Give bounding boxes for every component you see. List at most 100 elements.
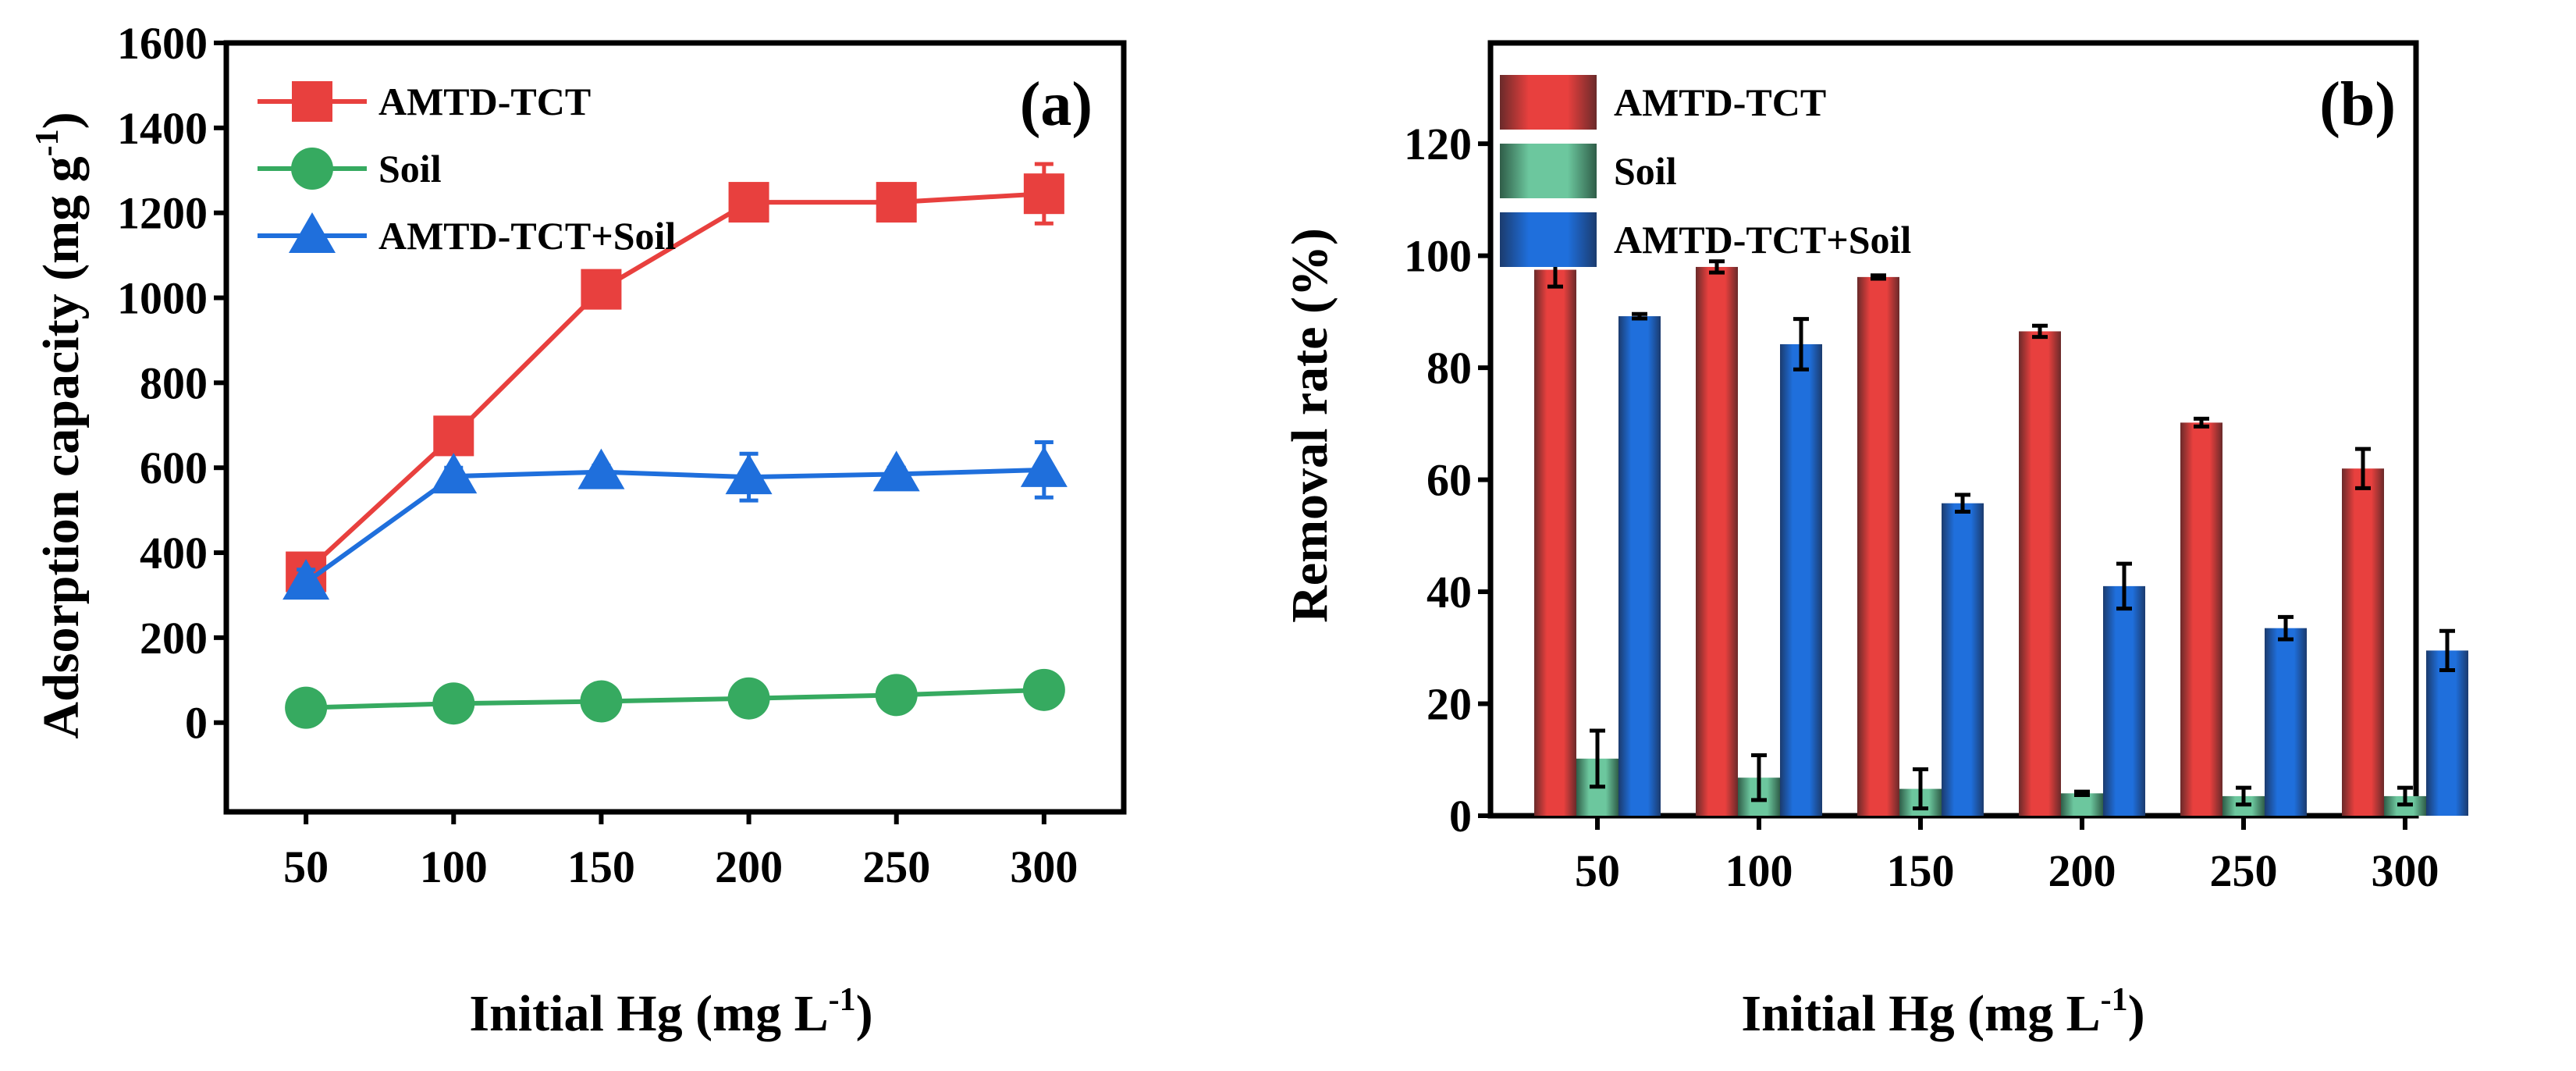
legend-label: AMTD-TCT+Soil	[378, 214, 676, 258]
x-tick-label: 250	[862, 842, 930, 892]
y-tick-label: 1200	[117, 188, 208, 239]
x-tick-label: 150	[1887, 845, 1955, 896]
series-line-0	[304, 191, 1045, 574]
data-point	[1022, 668, 1065, 711]
legend-marker	[289, 212, 336, 253]
panel-a-line-chart: (a) Initial Hg (mg L-1) Adsorption capac…	[30, 18, 1127, 1042]
data-point	[282, 559, 330, 600]
y-tick-label: 120	[1404, 119, 1472, 169]
panel-b-x-axis-title: Initial Hg (mg L-1)	[1741, 982, 2144, 1042]
error-bar	[1955, 493, 1970, 514]
series-line-2	[304, 467, 1044, 585]
legend-label: Soil	[378, 147, 442, 190]
y-tick-label: 80	[1427, 343, 1472, 393]
bar-2	[2426, 650, 2468, 816]
series-line-1	[306, 687, 1044, 710]
bar-0	[1696, 266, 1738, 816]
error-bar	[1751, 753, 1767, 802]
bar-0	[2180, 422, 2222, 816]
bar-0	[1857, 276, 1899, 816]
y-tick-label: 0	[1449, 791, 1472, 842]
x-tick-label: 200	[2048, 845, 2116, 896]
error-bar	[1632, 311, 1647, 321]
error-bar	[1913, 767, 1928, 811]
data-point	[725, 454, 773, 495]
legend: AMTD-TCT Soil AMTD-TCT+Soil	[1500, 75, 1911, 267]
legend-swatch	[1500, 75, 1597, 130]
error-bar	[1793, 317, 1809, 372]
data-point	[577, 448, 625, 489]
data-point	[433, 415, 474, 457]
data-point	[580, 680, 623, 723]
error-bar	[2074, 789, 2090, 797]
panel-b-bar-chart: (b) Initial Hg (mg L-1) Removal rate (%)…	[1281, 40, 2468, 1042]
bar-2	[1942, 503, 1984, 816]
bar-0	[2342, 468, 2384, 816]
bar-2	[1618, 316, 1661, 817]
data-point	[430, 453, 478, 494]
bar-2	[2265, 628, 2307, 816]
legend-swatch	[1500, 144, 1597, 198]
panel-a-label: (a)	[1020, 70, 1093, 139]
error-bar	[2194, 416, 2209, 429]
error-bar	[2116, 561, 2132, 611]
x-tick-label: 100	[420, 842, 488, 892]
y-tick-label: 1600	[117, 18, 208, 69]
legend-swatch	[1500, 212, 1597, 267]
y-tick-label: 40	[1427, 567, 1472, 617]
x-tick-label: 150	[567, 842, 635, 892]
error-bar	[2032, 323, 2048, 340]
x-tick-label: 300	[1010, 842, 1078, 892]
error-bar	[2355, 447, 2371, 490]
data-point	[727, 677, 770, 720]
panel-a-x-axis-title: Initial Hg (mg L-1)	[469, 982, 872, 1042]
bar-0	[1534, 269, 1576, 817]
data-point	[1020, 446, 1068, 487]
y-tick-label: 0	[185, 698, 208, 749]
y-tick-label: 1000	[117, 273, 208, 324]
y-tick-label: 200	[140, 613, 208, 664]
error-bar	[1871, 273, 1886, 281]
legend-label: AMTD-TCT+Soil	[1614, 218, 1911, 262]
error-bar	[2278, 614, 2294, 642]
plot-frame	[223, 40, 1127, 815]
legend-label: AMTD-TCT	[1614, 80, 1826, 124]
bar-2	[2103, 585, 2145, 816]
panel-b-y-axis-title: Removal rate (%)	[1281, 228, 1338, 623]
x-tick-label: 50	[1575, 845, 1620, 896]
bar-0	[2019, 331, 2061, 816]
panel-a-y-axis-title: Adsorption capacity (mg g-1)	[30, 112, 90, 738]
data-point	[285, 686, 328, 729]
legend-marker	[292, 81, 332, 122]
legend-marker	[291, 148, 333, 190]
y-tick-label: 600	[140, 443, 208, 493]
x-tick-label: 200	[715, 842, 783, 892]
data-point	[875, 674, 918, 717]
data-point	[581, 269, 622, 310]
x-tick-label: 100	[1725, 845, 1793, 896]
data-point	[876, 182, 917, 223]
legend-label: AMTD-TCT	[378, 80, 591, 123]
x-tick-label: 50	[283, 842, 329, 892]
x-tick-label: 300	[2372, 845, 2439, 896]
data-point	[728, 182, 769, 223]
error-bar	[1590, 728, 1605, 789]
y-tick-label: 400	[140, 528, 208, 578]
bar-2	[1780, 343, 1822, 816]
error-bar	[2236, 785, 2251, 807]
data-point	[1023, 173, 1064, 215]
data-point	[432, 682, 475, 725]
x-tick-label: 250	[2210, 845, 2278, 896]
legend: AMTD-TCT Soil AMTD-TCT+Soil	[258, 80, 676, 258]
y-tick-label: 1400	[117, 103, 208, 154]
panel-b-label: (b)	[2319, 70, 2396, 139]
y-tick-label: 60	[1427, 455, 1472, 506]
y-tick-label: 800	[140, 358, 208, 408]
bar-1	[2061, 793, 2103, 816]
error-bar	[2397, 785, 2413, 807]
data-point	[872, 450, 920, 492]
y-tick-label: 20	[1427, 679, 1472, 730]
error-bar	[2439, 628, 2455, 672]
error-bar	[1709, 259, 1725, 275]
